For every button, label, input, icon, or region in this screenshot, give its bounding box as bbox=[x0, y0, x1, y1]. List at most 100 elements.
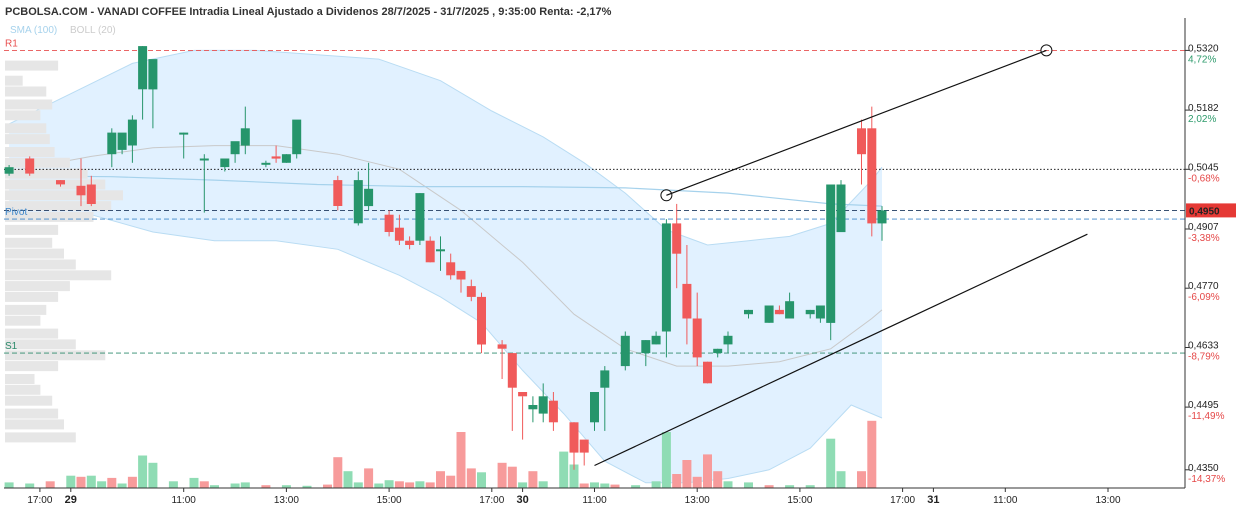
volume-bar bbox=[353, 482, 363, 488]
volume-bar bbox=[631, 485, 641, 488]
volume-bar bbox=[333, 457, 343, 488]
volume-profile-bar bbox=[5, 374, 35, 384]
volume-bar bbox=[826, 438, 836, 488]
candle-body bbox=[456, 270, 466, 280]
candle-body bbox=[723, 335, 733, 345]
y-tick-label: 0,5182 bbox=[1188, 103, 1219, 114]
candle bbox=[353, 171, 363, 226]
candle-body bbox=[436, 249, 445, 252]
bollinger-middle bbox=[9, 145, 883, 367]
volume-bar bbox=[569, 464, 579, 488]
volume-profile-bar bbox=[5, 60, 59, 71]
y-tick-label: 0,4907 bbox=[1188, 222, 1219, 233]
volume-profile-bar bbox=[5, 270, 112, 281]
trendline-handle[interactable] bbox=[1040, 44, 1053, 57]
volume-bar bbox=[600, 483, 610, 488]
candle-body bbox=[179, 132, 189, 135]
volume-profile-bar bbox=[5, 86, 47, 97]
trendline-1[interactable] bbox=[594, 233, 1088, 467]
volume-bar bbox=[672, 474, 682, 488]
candle bbox=[148, 59, 158, 129]
candle bbox=[744, 309, 753, 319]
candle bbox=[590, 392, 599, 431]
volume-profile-bar bbox=[5, 248, 64, 259]
trendline-0[interactable] bbox=[666, 49, 1047, 196]
candle bbox=[271, 145, 281, 163]
volume-profile-bar bbox=[5, 408, 59, 419]
candle bbox=[774, 305, 784, 315]
volume-bar bbox=[579, 483, 589, 488]
candle bbox=[703, 361, 712, 384]
candle bbox=[394, 214, 404, 245]
candle-body bbox=[281, 154, 291, 163]
volume-bar bbox=[610, 484, 620, 488]
candle-body bbox=[877, 210, 887, 224]
candle bbox=[56, 180, 65, 187]
candle-body bbox=[682, 283, 692, 319]
candle-body bbox=[538, 396, 548, 414]
candle-body bbox=[220, 158, 230, 168]
volume-bar bbox=[168, 481, 178, 488]
candle bbox=[815, 305, 825, 323]
candle bbox=[240, 106, 250, 155]
candle bbox=[364, 162, 374, 211]
volume-bar bbox=[240, 482, 250, 488]
volume-bar bbox=[323, 484, 332, 488]
candle-body bbox=[199, 158, 209, 161]
candle-body bbox=[590, 392, 599, 423]
candle-body bbox=[651, 335, 661, 345]
volume-bar bbox=[302, 485, 312, 488]
x-tick-label: 17:00 bbox=[479, 495, 504, 506]
volume-profile-bar bbox=[5, 419, 64, 430]
candle bbox=[127, 115, 137, 163]
candle bbox=[713, 348, 723, 358]
candle bbox=[682, 245, 692, 345]
candle bbox=[117, 132, 127, 155]
candle bbox=[661, 219, 671, 358]
legend: SMA (100) BOLL (20) bbox=[10, 25, 116, 36]
candle bbox=[620, 331, 630, 371]
candle bbox=[857, 119, 866, 185]
candle-body bbox=[497, 344, 507, 349]
volume-profile-bar bbox=[5, 395, 53, 406]
volume-profile-bar bbox=[5, 281, 70, 292]
volume-bar bbox=[425, 482, 435, 488]
bollinger-lower bbox=[9, 214, 883, 484]
candle-body bbox=[857, 128, 866, 155]
candle bbox=[672, 203, 682, 289]
candle-body bbox=[477, 296, 486, 345]
volume-profile-bar bbox=[5, 328, 59, 339]
candle-body bbox=[86, 184, 96, 204]
volume-profile-bar bbox=[5, 99, 53, 110]
volume-bar bbox=[867, 420, 877, 488]
candle bbox=[86, 175, 96, 207]
candle-body bbox=[528, 405, 538, 410]
candle bbox=[723, 331, 733, 354]
candle bbox=[107, 128, 117, 168]
candle-body bbox=[641, 340, 651, 354]
candle-body bbox=[744, 309, 753, 315]
candle bbox=[76, 158, 86, 207]
candle bbox=[651, 331, 661, 345]
volume-bar bbox=[692, 476, 702, 488]
volume-profile-bar bbox=[5, 304, 47, 315]
trendline-handle[interactable] bbox=[660, 189, 673, 202]
volume-bar bbox=[343, 471, 353, 488]
legend-sma: SMA (100) bbox=[10, 25, 57, 36]
volume-bar bbox=[66, 475, 76, 488]
candle-body bbox=[703, 361, 712, 384]
candle bbox=[805, 309, 815, 319]
candle-body bbox=[353, 180, 363, 224]
volume-bar bbox=[107, 477, 117, 488]
volume-profile-bar bbox=[5, 179, 106, 190]
volume-bar bbox=[764, 485, 774, 488]
candle bbox=[292, 119, 302, 159]
volume-bar bbox=[723, 481, 733, 488]
trendlines-layer[interactable] bbox=[594, 44, 1088, 467]
volume-profile-bar bbox=[5, 432, 76, 443]
volume-profile-bar bbox=[5, 157, 70, 168]
volume-bar bbox=[189, 477, 199, 488]
volume-profile-layer bbox=[5, 60, 123, 443]
volume-bar bbox=[148, 462, 158, 488]
